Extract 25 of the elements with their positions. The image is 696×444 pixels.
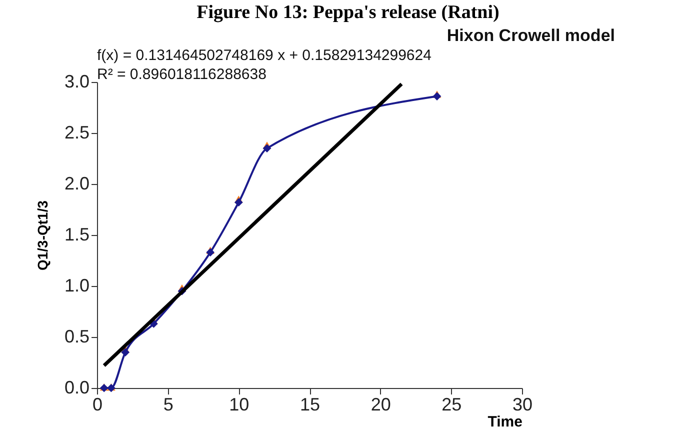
x-tick-label: 5: [163, 394, 174, 414]
y-axis-title: Q1/3-Qt1/3: [34, 200, 50, 271]
chart-subtitle: Hixon Crowell model: [446, 26, 615, 45]
x-axis-title: Time: [488, 414, 522, 430]
y-tick-label: 0.5: [64, 326, 90, 346]
x-tick-label: 10: [229, 394, 250, 414]
y-tick-label: 2.5: [64, 122, 90, 142]
x-tick-label: 15: [300, 394, 320, 414]
x-tick-label: 30: [512, 394, 533, 414]
y-tick-label: 1.5: [64, 224, 90, 244]
text: f(x) = 0.131464502748169 x + 0.15829134299624: [97, 47, 432, 64]
y-tick-label: 3.0: [64, 72, 90, 92]
y-tick-label: 0.0: [64, 378, 90, 398]
point: [262, 144, 272, 152]
x-tick-label: 20: [370, 394, 391, 414]
point: [432, 92, 442, 100]
x-tick-label: 0: [92, 394, 103, 414]
chart-title: Figure No 13: Peppa's release (Ratni): [196, 2, 500, 24]
point: [121, 348, 130, 356]
point: [234, 198, 243, 207]
y-tick-label: 2.0: [64, 174, 90, 194]
x-tick-label: 25: [442, 394, 462, 414]
y-tick-label: 1.0: [64, 276, 90, 296]
point: [206, 248, 215, 257]
annotation: R² = 0.896018116288638: [97, 66, 266, 83]
